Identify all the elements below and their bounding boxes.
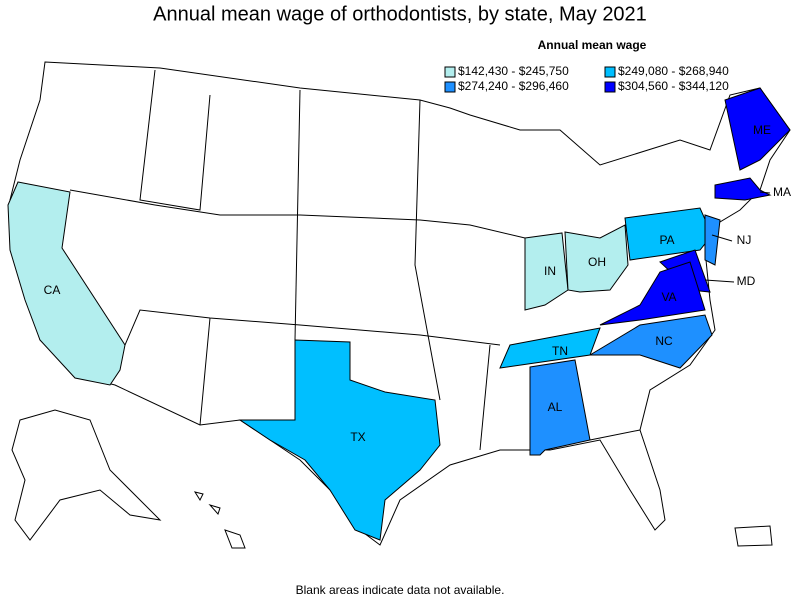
state-label: TN [552,344,568,358]
state-shape [529,359,591,456]
lower-48 [9,61,791,546]
hawaii [224,529,246,549]
states: CA TX IN OH PA NJ MD VA NC TN AL ME MA [7,87,791,541]
base-map [9,61,791,549]
state-borders [139,69,211,211]
legend-label: $249,080 - $268,940 [618,64,729,78]
state-label: AL [548,400,563,414]
alaska [11,409,162,541]
legend-title: Annual mean wage [538,38,647,52]
state-shape [524,232,569,311]
state-label: MA [773,185,791,199]
state-label: CA [44,283,61,297]
label-leader [759,191,771,194]
state-label: NC [655,334,673,348]
label-leader [704,279,735,283]
state-shape [7,181,126,386]
state-label: TX [350,430,365,444]
puerto-rico [734,525,773,547]
state-borders [294,89,301,341]
state-label: PA [659,233,674,247]
state-borders [69,189,526,239]
state-label: NJ [737,233,752,247]
legend-swatch [604,66,616,78]
legend-label: $274,240 - $296,460 [458,79,569,93]
state-borders [479,344,491,451]
state-label: MD [737,274,756,288]
state-label: ME [753,123,771,137]
map-title: Annual mean wage of orthodontists, by st… [153,3,647,25]
footnote: Blank areas indicate data not available. [296,583,505,597]
legend-label: $304,560 - $344,120 [618,79,729,93]
legend-swatch [604,81,616,93]
state-shape [564,224,629,293]
state-shape [599,261,706,326]
state-borders [199,317,211,426]
legend-label: $142,430 - $245,750 [458,64,569,78]
state-shape [499,327,601,369]
label-leader [711,234,733,242]
state-label: OH [588,255,606,269]
state-label: IN [544,264,556,278]
legend-swatch [444,81,456,93]
legend-swatch [444,66,456,78]
state-shape [588,314,713,369]
state-shape [704,214,721,266]
state-shape [724,87,791,171]
state-borders [124,309,501,346]
state-label: VA [661,290,676,304]
state-borders [414,99,441,401]
hawaii [193,491,204,502]
state-shape [238,339,441,541]
state-borders [589,429,641,441]
legend: $142,430 - $245,750 $249,080 - $268,940 $2… [444,64,729,93]
state-shape [714,177,772,201]
hawaii [208,504,221,515]
